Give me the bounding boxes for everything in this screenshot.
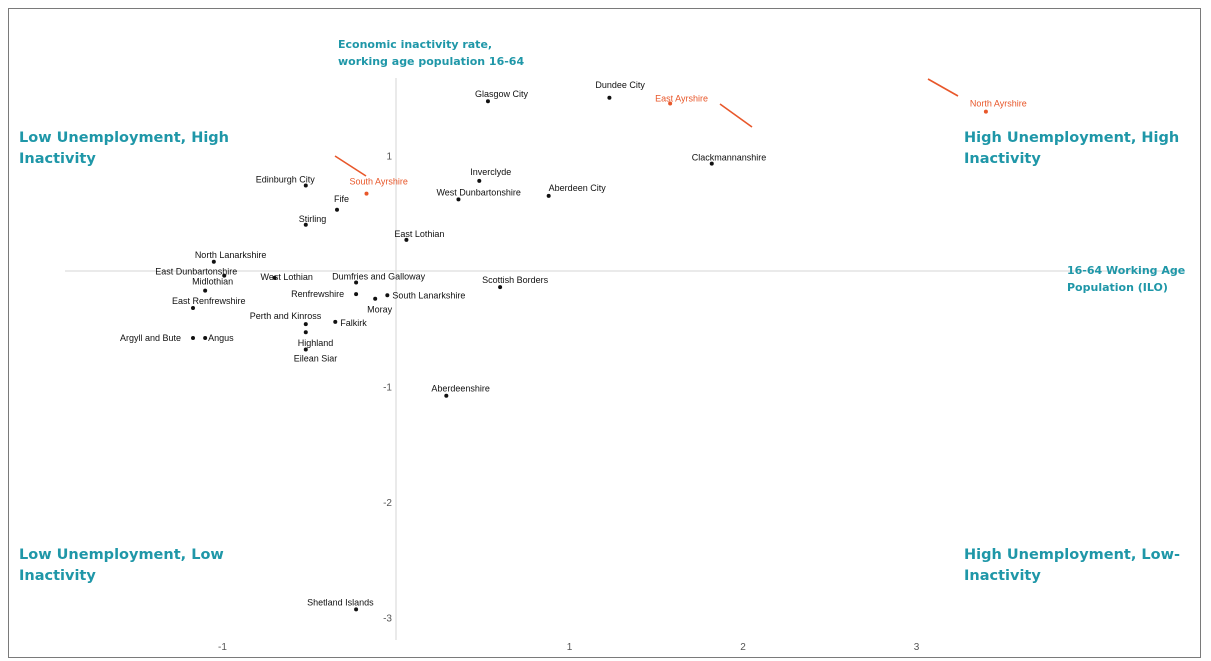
- data-point-label: East Ayrshire: [655, 94, 708, 104]
- data-point-label: Dundee City: [595, 80, 645, 90]
- data-point-label: Edinburgh City: [256, 175, 316, 185]
- data-point-label: Fife: [334, 194, 349, 204]
- data-point-label: West Lothian: [261, 272, 313, 282]
- data-point-label: Dumfries and Galloway: [332, 272, 426, 282]
- data-point: [983, 109, 988, 114]
- data-point-label: South Ayrshire: [350, 177, 408, 187]
- y-tick-label: -2: [383, 498, 392, 509]
- data-point: [272, 275, 277, 280]
- data-point-label: Clackmannanshire: [692, 153, 767, 163]
- data-point-label: Midlothian: [192, 277, 233, 287]
- data-point: [607, 95, 612, 100]
- data-point: [303, 322, 308, 327]
- data-point: [354, 607, 359, 612]
- highlight-leader-line: [334, 155, 367, 177]
- data-point-label: Shetland Islands: [307, 597, 374, 607]
- data-point: [444, 393, 449, 398]
- data-point: [373, 296, 378, 301]
- data-point-label: North Lanarkshire: [195, 250, 267, 260]
- data-point: [191, 305, 196, 310]
- data-point-label: Angus: [208, 333, 234, 343]
- data-point-label: Highland: [298, 338, 334, 348]
- y-tick-label: -1: [383, 383, 392, 394]
- data-point-label: Renfrewshire: [291, 289, 344, 299]
- data-point: [456, 197, 461, 202]
- data-point-label: Argyll and Bute: [120, 333, 181, 343]
- data-point-label: Inverclyde: [470, 167, 511, 177]
- y-axis-title: Economic inactivity rate, working age po…: [338, 38, 525, 68]
- quadrant-label-bottom-left: Low Unemployment, Low Inactivity: [19, 547, 224, 584]
- data-point: [303, 222, 308, 227]
- x-tick-label: 1: [567, 642, 573, 653]
- data-point: [485, 99, 490, 104]
- x-tick-label: 3: [914, 642, 920, 653]
- chart-frame: [8, 8, 1201, 658]
- data-point: [303, 347, 308, 352]
- data-point-label: Stirling: [299, 214, 327, 224]
- data-point: [303, 183, 308, 188]
- data-point: [303, 330, 308, 335]
- data-point: [709, 161, 714, 166]
- data-point: [477, 178, 482, 183]
- data-point-label: South Lanarkshire: [392, 290, 465, 300]
- quadrant-label-top-right: High Unemployment, High Inactivity: [964, 130, 1180, 167]
- x-tick-label: -1: [218, 642, 227, 653]
- data-point-label: Moray: [367, 305, 393, 315]
- data-point: [354, 292, 359, 297]
- x-tick-label: 2: [740, 642, 746, 653]
- data-point: [364, 191, 369, 196]
- data-point-label: Falkirk: [340, 318, 367, 328]
- data-point-label: East Lothian: [394, 229, 444, 239]
- quadrant-label-bottom-right: High Unemployment, Low- Inactivity: [964, 547, 1181, 584]
- quadrant-label-top-left: Low Unemployment, High Inactivity: [19, 130, 230, 167]
- data-point: [668, 101, 673, 106]
- data-point-label: Aberdeenshire: [431, 384, 490, 394]
- data-point: [333, 319, 338, 324]
- data-point: [385, 293, 390, 298]
- data-point: [404, 237, 409, 242]
- highlight-leader-line: [927, 78, 959, 97]
- highlight-leader-line: [719, 103, 753, 128]
- data-point: [354, 280, 359, 285]
- data-point-label: East Renfrewshire: [172, 296, 246, 306]
- y-tick-label: 1: [386, 152, 392, 163]
- y-tick-label: -3: [383, 614, 392, 625]
- data-point-label: Aberdeen City: [549, 183, 607, 193]
- data-point-label: Scottish Borders: [482, 275, 549, 285]
- data-point: [211, 259, 216, 264]
- data-point-label: Glasgow City: [475, 89, 529, 99]
- data-point-label: West Dunbartonshire: [436, 187, 520, 197]
- data-point: [335, 207, 340, 212]
- data-point-label: North Ayrshire: [970, 99, 1027, 109]
- data-point: [203, 335, 208, 340]
- data-point: [191, 335, 196, 340]
- data-point-label: Perth and Kinross: [250, 311, 322, 321]
- data-point-label: Eilean Siar: [294, 354, 338, 364]
- x-axis-title: 16-64 Working Age Population (ILO): [1067, 264, 1186, 294]
- data-point: [498, 285, 503, 290]
- data-point: [546, 193, 551, 198]
- data-point-label: East Dunbartonshire: [155, 267, 237, 277]
- data-point: [222, 273, 227, 278]
- data-point: [203, 288, 208, 293]
